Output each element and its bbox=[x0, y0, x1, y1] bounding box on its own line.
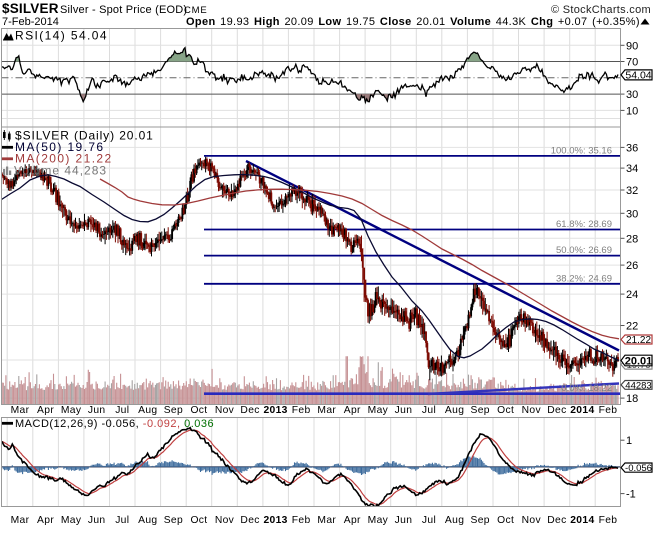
svg-text:Aug: Aug bbox=[138, 515, 157, 526]
svg-text:30: 30 bbox=[626, 208, 638, 220]
svg-text:21.22: 21.22 bbox=[626, 335, 651, 346]
svg-text:Apr: Apr bbox=[37, 405, 54, 416]
svg-text:Oct: Oct bbox=[190, 515, 207, 526]
svg-text:7-Feb-2014: 7-Feb-2014 bbox=[2, 16, 59, 28]
svg-text:Feb: Feb bbox=[292, 515, 311, 526]
svg-text:Mar: Mar bbox=[11, 405, 30, 416]
svg-text:Aug: Aug bbox=[445, 405, 464, 416]
svg-text:Jun: Jun bbox=[395, 405, 413, 416]
svg-text:Feb: Feb bbox=[599, 405, 618, 416]
svg-text:-1: -1 bbox=[626, 489, 636, 501]
svg-text:0.0%: 18.22: 0.0%: 18.22 bbox=[561, 383, 612, 394]
svg-text:10: 10 bbox=[626, 105, 638, 117]
svg-text:54.04: 54.04 bbox=[625, 70, 651, 82]
svg-text:Dec: Dec bbox=[547, 515, 566, 526]
svg-text:Feb: Feb bbox=[292, 405, 311, 416]
svg-text:Jun: Jun bbox=[88, 405, 106, 416]
svg-text:Jul: Jul bbox=[422, 515, 436, 526]
svg-text:Sep: Sep bbox=[164, 405, 183, 416]
svg-text:Open 19.93 High 20.09 Low 19.7: Open 19.93 High 20.09 Low 19.75 Close 20… bbox=[186, 16, 640, 28]
svg-text:Nov: Nov bbox=[522, 405, 542, 416]
svg-text:Volume 44,283: Volume 44,283 bbox=[14, 164, 107, 178]
svg-text:Feb: Feb bbox=[599, 515, 618, 526]
svg-text:38.2%: 24.69: 38.2%: 24.69 bbox=[556, 273, 612, 284]
svg-text:50.0%: 26.69: 50.0%: 26.69 bbox=[556, 245, 612, 256]
svg-text:2014: 2014 bbox=[570, 515, 594, 526]
svg-text:CME: CME bbox=[184, 5, 208, 16]
svg-text:Dec: Dec bbox=[240, 405, 259, 416]
svg-text:18: 18 bbox=[626, 393, 638, 405]
svg-text:Apr: Apr bbox=[344, 515, 361, 526]
svg-text:Nov: Nov bbox=[522, 515, 542, 526]
svg-text:Jun: Jun bbox=[88, 515, 106, 526]
svg-text:Sep: Sep bbox=[471, 405, 490, 416]
svg-text:36: 36 bbox=[626, 142, 638, 154]
svg-text:MACD(12,26,9) -0.056, -0.092,: MACD(12,26,9) -0.056, -0.092, 0.036 bbox=[15, 418, 214, 430]
svg-text:$SILVER (Daily) 20.01: $SILVER (Daily) 20.01 bbox=[15, 129, 154, 143]
svg-text:May: May bbox=[368, 515, 389, 526]
svg-text:Mar: Mar bbox=[317, 405, 336, 416]
svg-text:$SILVER: $SILVER bbox=[2, 1, 59, 16]
svg-text:May: May bbox=[368, 405, 389, 416]
svg-text:90: 90 bbox=[626, 40, 638, 52]
svg-text:Mar: Mar bbox=[11, 515, 30, 526]
svg-text:22: 22 bbox=[626, 321, 638, 333]
svg-text:2013: 2013 bbox=[263, 515, 287, 526]
svg-text:RSI(14) 54.04: RSI(14) 54.04 bbox=[15, 29, 108, 43]
svg-text:Apr: Apr bbox=[37, 515, 54, 526]
svg-text:Mar: Mar bbox=[317, 515, 336, 526]
svg-text:Jul: Jul bbox=[422, 405, 436, 416]
svg-text:2014: 2014 bbox=[570, 405, 594, 416]
svg-text:Dec: Dec bbox=[547, 405, 566, 416]
svg-text:70: 70 bbox=[626, 57, 638, 69]
svg-text:Oct: Oct bbox=[497, 405, 514, 416]
svg-text:MA(200) 21.22: MA(200) 21.22 bbox=[15, 152, 113, 166]
svg-text:Jul: Jul bbox=[115, 405, 129, 416]
svg-text:© StockCharts.com: © StockCharts.com bbox=[551, 4, 651, 16]
svg-text:Aug: Aug bbox=[445, 515, 464, 526]
svg-text:44283: 44283 bbox=[625, 380, 651, 391]
svg-text:Aug: Aug bbox=[138, 405, 157, 416]
svg-text:Nov: Nov bbox=[215, 515, 235, 526]
svg-text:Apr: Apr bbox=[344, 405, 361, 416]
svg-text:May: May bbox=[61, 405, 82, 416]
svg-text:32: 32 bbox=[626, 185, 638, 197]
svg-text:-0.056: -0.056 bbox=[625, 463, 652, 474]
svg-text:Oct: Oct bbox=[190, 405, 207, 416]
svg-text:MA(50) 19.76: MA(50) 19.76 bbox=[15, 140, 105, 154]
svg-text:30: 30 bbox=[626, 89, 638, 101]
svg-text:Jun: Jun bbox=[395, 515, 413, 526]
svg-text:28: 28 bbox=[626, 233, 638, 245]
svg-text:100.0%: 35.16: 100.0%: 35.16 bbox=[551, 145, 612, 156]
svg-text:24: 24 bbox=[626, 289, 638, 301]
svg-text:20.01: 20.01 bbox=[625, 356, 653, 368]
svg-text:May: May bbox=[61, 515, 82, 526]
svg-text:2013: 2013 bbox=[263, 405, 287, 416]
svg-text:Jul: Jul bbox=[115, 515, 129, 526]
svg-text:61.8%: 28.69: 61.8%: 28.69 bbox=[556, 219, 612, 230]
svg-text:Sep: Sep bbox=[471, 515, 490, 526]
svg-text:Silver - Spot Price (EOD): Silver - Spot Price (EOD) bbox=[60, 4, 187, 16]
svg-text:Oct: Oct bbox=[497, 515, 514, 526]
svg-text:Dec: Dec bbox=[240, 515, 259, 526]
svg-text:34: 34 bbox=[626, 163, 638, 175]
svg-text:26: 26 bbox=[626, 260, 638, 272]
svg-text:Nov: Nov bbox=[215, 405, 235, 416]
svg-text:Sep: Sep bbox=[164, 515, 183, 526]
svg-text:1: 1 bbox=[626, 435, 632, 447]
